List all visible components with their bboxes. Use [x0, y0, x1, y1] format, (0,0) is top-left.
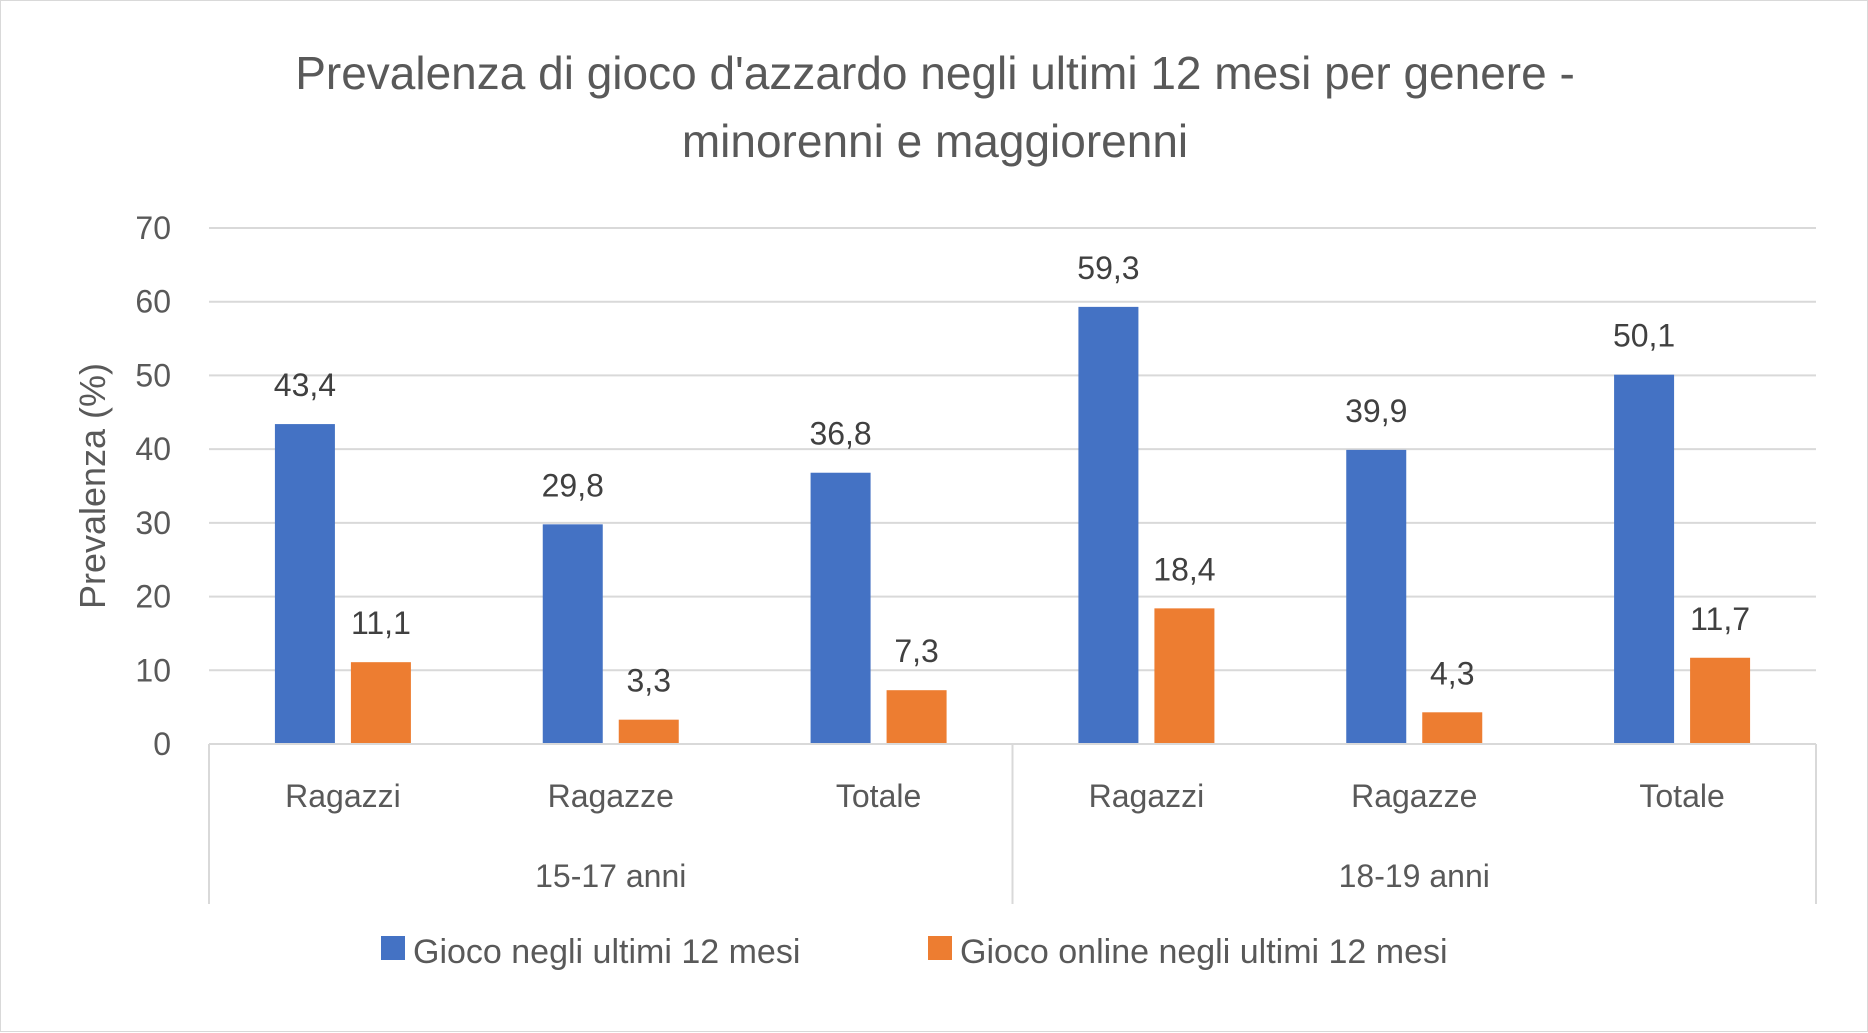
- legend-label: Gioco online negli ultimi 12 mesi: [960, 933, 1448, 971]
- data-label: 29,8: [542, 467, 604, 503]
- y-tick-label: 20: [135, 579, 171, 615]
- chart-title: Prevalenza di gioco d'azzardo negli ulti…: [295, 47, 1575, 167]
- y-tick-label: 10: [135, 652, 171, 688]
- category-label: Totale: [1639, 778, 1724, 814]
- data-label: 43,4: [274, 367, 336, 403]
- bars: [274, 306, 1751, 744]
- data-labels: 43,4 11,1 29,8 3,3 36,8 7,3 59,3 18,4 39,9 4,3 50,…: [274, 250, 1750, 699]
- y-tick-label: 70: [135, 210, 171, 246]
- data-label: 11,1: [351, 605, 411, 641]
- y-tick-label: 0: [153, 726, 171, 762]
- bar: [274, 424, 335, 744]
- data-label: 3,3: [627, 663, 671, 699]
- y-axis-label: Prevalenza (%): [72, 363, 113, 609]
- bar: [542, 524, 603, 744]
- y-tick-label: 60: [135, 284, 171, 320]
- legend: Gioco negli ultimi 12 mesi Gioco online n…: [381, 933, 1448, 971]
- category-label: Totale: [836, 778, 921, 814]
- data-label: 7,3: [894, 633, 938, 669]
- bar: [1346, 449, 1407, 744]
- bar: [886, 690, 947, 744]
- y-axis-ticks: 0 10 20 30 40 50 60 70: [135, 210, 171, 762]
- data-label: 39,9: [1345, 393, 1407, 429]
- x-axis: 15-17 anni 18-19 anni Ragazzi Ragazze Totale…: [208, 743, 1817, 904]
- gridlines: [209, 227, 1816, 672]
- data-label: 4,3: [1430, 655, 1474, 691]
- y-tick-label: 30: [135, 505, 171, 541]
- chart-title-line-2: minorenni e maggiorenni: [682, 115, 1188, 167]
- bar: [1690, 657, 1751, 744]
- bar: [1422, 712, 1483, 744]
- chart-title-line-1: Prevalenza di gioco d'azzardo negli ulti…: [295, 47, 1575, 99]
- bar: [810, 472, 871, 744]
- group-label: 15-17 anni: [535, 858, 686, 894]
- bar: [1078, 306, 1139, 744]
- data-label: 50,1: [1613, 318, 1675, 354]
- category-label: Ragazzi: [285, 778, 401, 814]
- category-label: Ragazze: [548, 778, 674, 814]
- legend-swatch: [381, 936, 405, 960]
- bar: [618, 719, 679, 744]
- category-label: Ragazzi: [1089, 778, 1205, 814]
- y-tick-label: 50: [135, 357, 171, 393]
- y-tick-label: 40: [135, 431, 171, 467]
- bar: [1614, 374, 1675, 744]
- legend-label: Gioco negli ultimi 12 mesi: [413, 933, 800, 971]
- bar: [1154, 608, 1215, 744]
- category-label: Ragazze: [1351, 778, 1477, 814]
- data-label: 11,7: [1690, 601, 1750, 637]
- data-label: 36,8: [809, 416, 871, 452]
- data-label: 18,4: [1153, 551, 1215, 587]
- legend-swatch: [928, 936, 952, 960]
- group-label: 18-19 anni: [1339, 858, 1490, 894]
- bar: [350, 662, 411, 744]
- data-label: 59,3: [1077, 250, 1139, 286]
